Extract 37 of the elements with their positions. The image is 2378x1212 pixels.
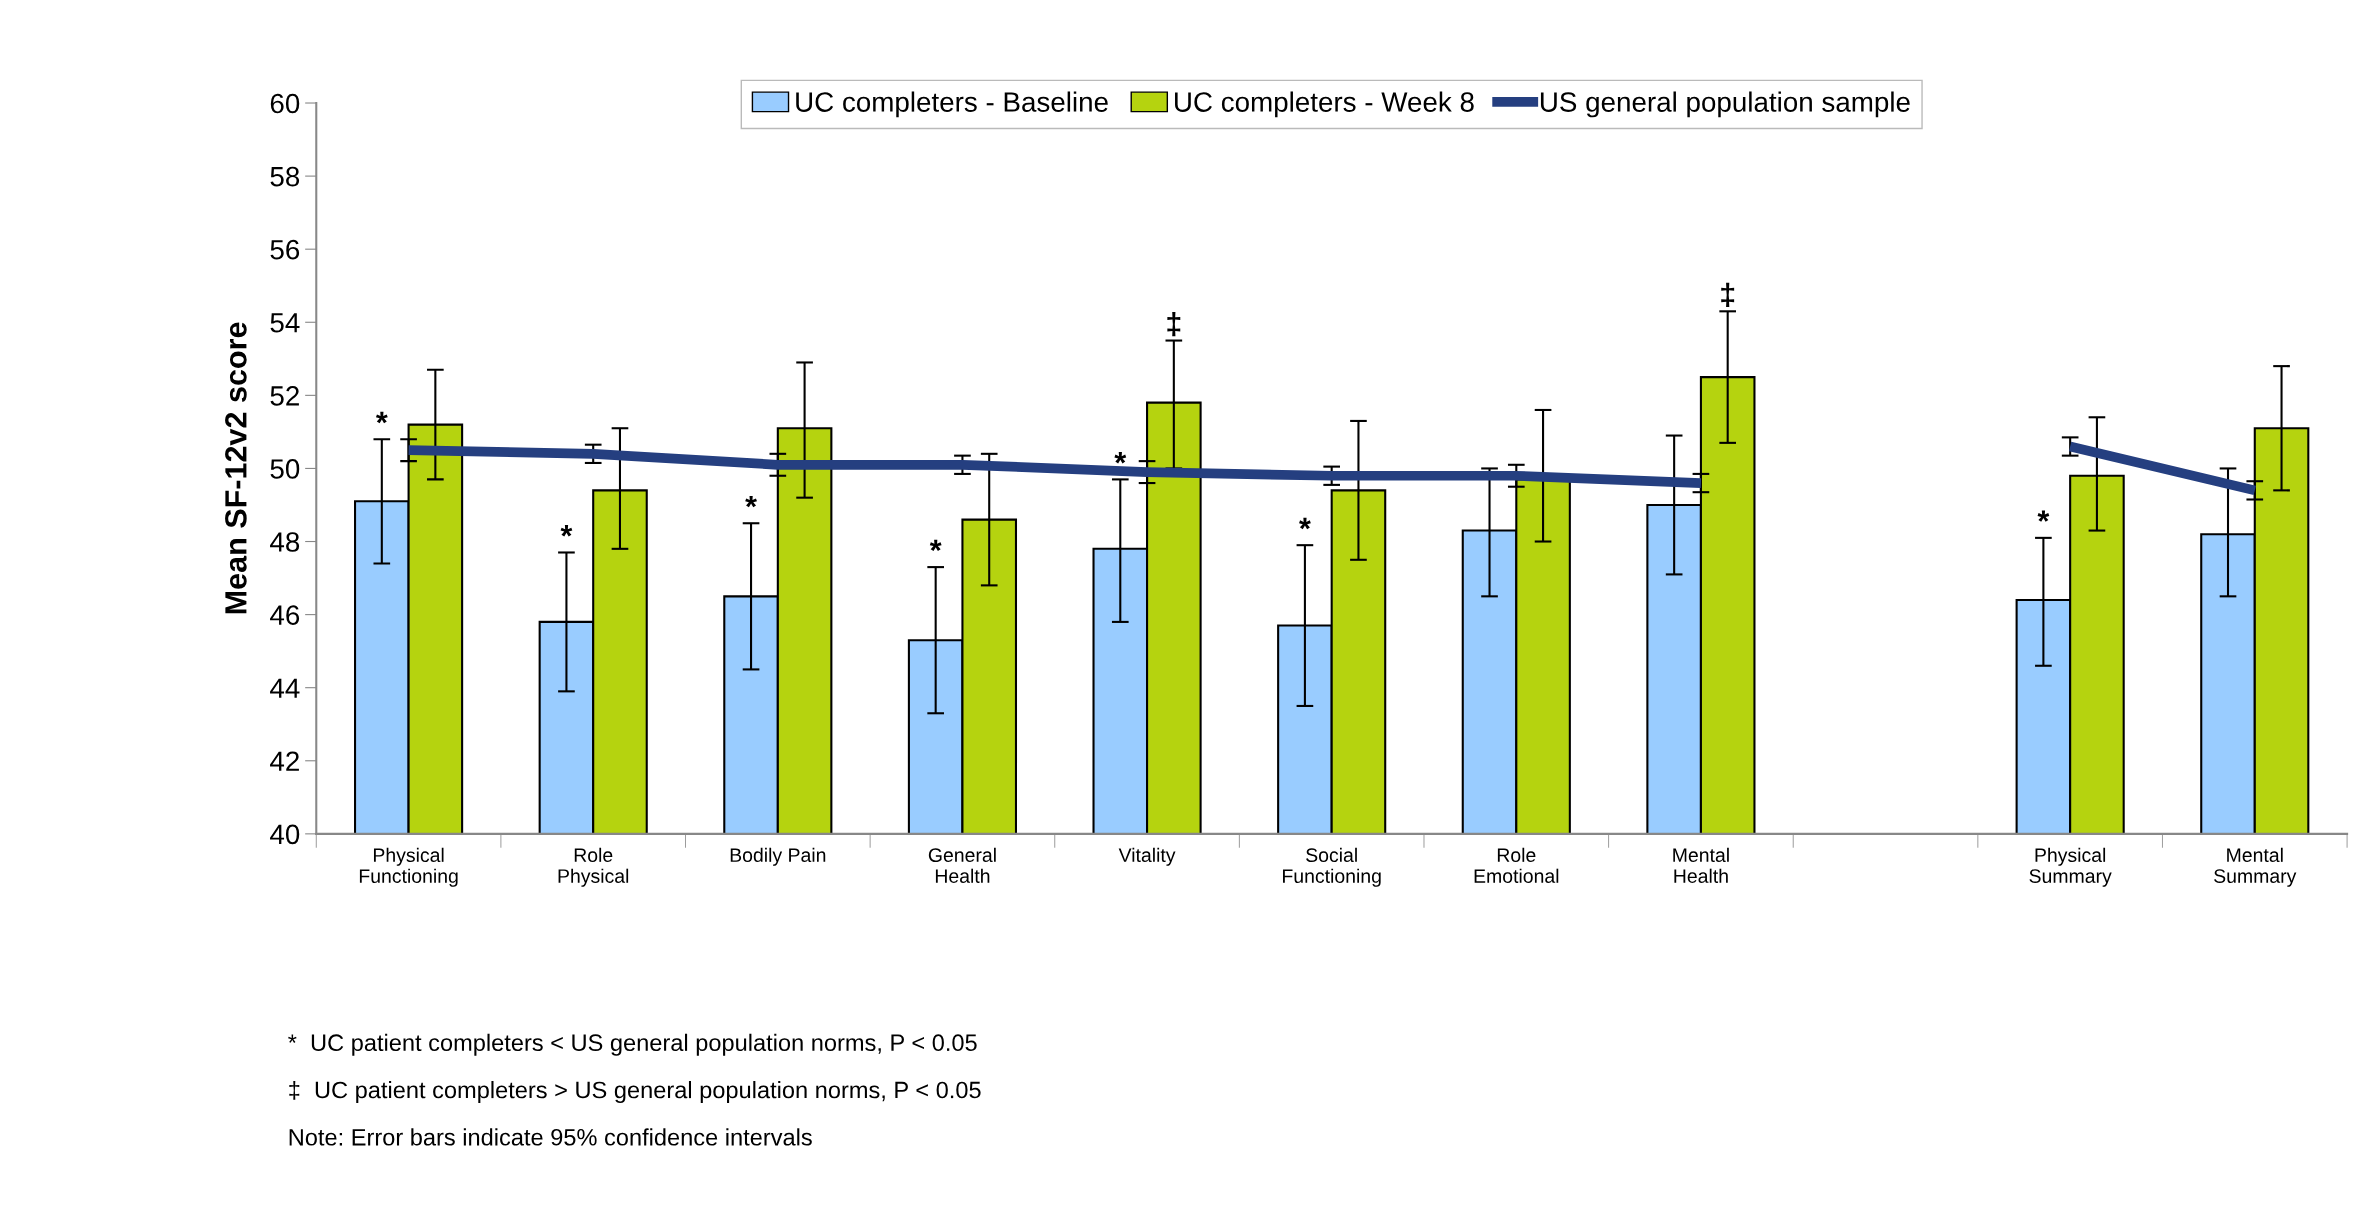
- annotation: *: [929, 539, 942, 552]
- annotation: *: [560, 525, 573, 537]
- annotation: *: [375, 411, 388, 424]
- annotation: *: [1114, 452, 1127, 464]
- x-tick-label: Role Physical: [558, 847, 629, 887]
- text: * UC patient completers < US general population norms, P < 0.05: [288, 1033, 977, 1056]
- annotation: *: [1299, 517, 1311, 530]
- annotation: *: [2037, 510, 2050, 522]
- text: Note: Error bars indicate 95% confidence intervals: [289, 1128, 812, 1146]
- y-tick-label: 44: [270, 678, 300, 698]
- y-tick-label: 58: [270, 166, 300, 187]
- legend-label: UC completers - Week 8: [1175, 91, 1474, 118]
- y-tick-label: 52: [270, 386, 299, 406]
- x-tick-label: General Health: [928, 847, 996, 883]
- x-tick-label: Mental Summary: [2214, 847, 2297, 887]
- y-tick-label: 42: [270, 751, 299, 771]
- y-tick-label: 48: [270, 532, 300, 552]
- x-tick-label: Role Emotional: [1474, 847, 1559, 883]
- legend-label: UC completers - Baseline: [796, 91, 1108, 118]
- text: ‡ UC patient completers > US general population norms, P < 0.05: [289, 1081, 981, 1104]
- y-tick-label: 54: [270, 313, 300, 333]
- legend-label: US general population sample: [1540, 91, 1910, 118]
- x-tick-label: Bodily Pain: [730, 847, 826, 866]
- x-tick-label: Mental Health: [1673, 847, 1729, 883]
- y-tick-label: 46: [270, 605, 300, 625]
- x-tick-label: Social Functioning: [1283, 847, 1381, 887]
- y-tick-label: 60: [270, 93, 300, 114]
- annotation: ‡: [1167, 312, 1181, 337]
- y-tick-label: 50: [270, 459, 300, 479]
- y-tick-label: 56: [270, 239, 300, 260]
- annotation: ‡: [1721, 282, 1735, 308]
- y-axis-title: Mean SF-12v2 score: [225, 322, 247, 614]
- x-tick-label: Physical Summary: [2029, 847, 2112, 887]
- x-tick-label: Physical Functioning: [359, 847, 458, 887]
- annotation: *: [745, 495, 757, 508]
- y-tick-label: 40: [270, 824, 300, 845]
- x-tick-label: Vitality: [1118, 847, 1176, 866]
